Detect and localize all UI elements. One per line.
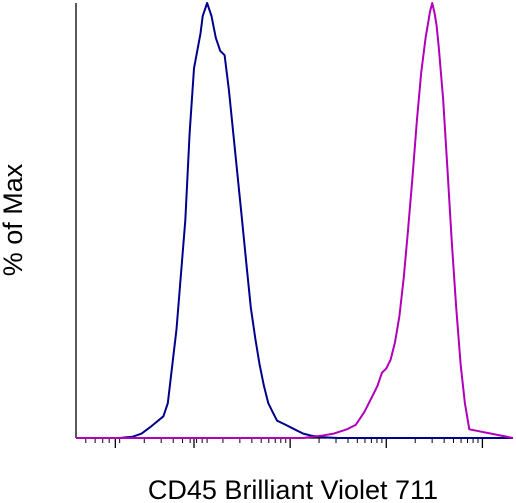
- series-group: [76, 2, 514, 439]
- plot-frame: [75, 3, 513, 439]
- series-line-1: [76, 2, 513, 439]
- series-line-2: [76, 2, 514, 439]
- y-axis-label: % of Max: [0, 163, 28, 276]
- x-axis-ticks: [85, 438, 484, 448]
- x-axis-label: CD45 Brilliant Violet 711: [148, 475, 438, 503]
